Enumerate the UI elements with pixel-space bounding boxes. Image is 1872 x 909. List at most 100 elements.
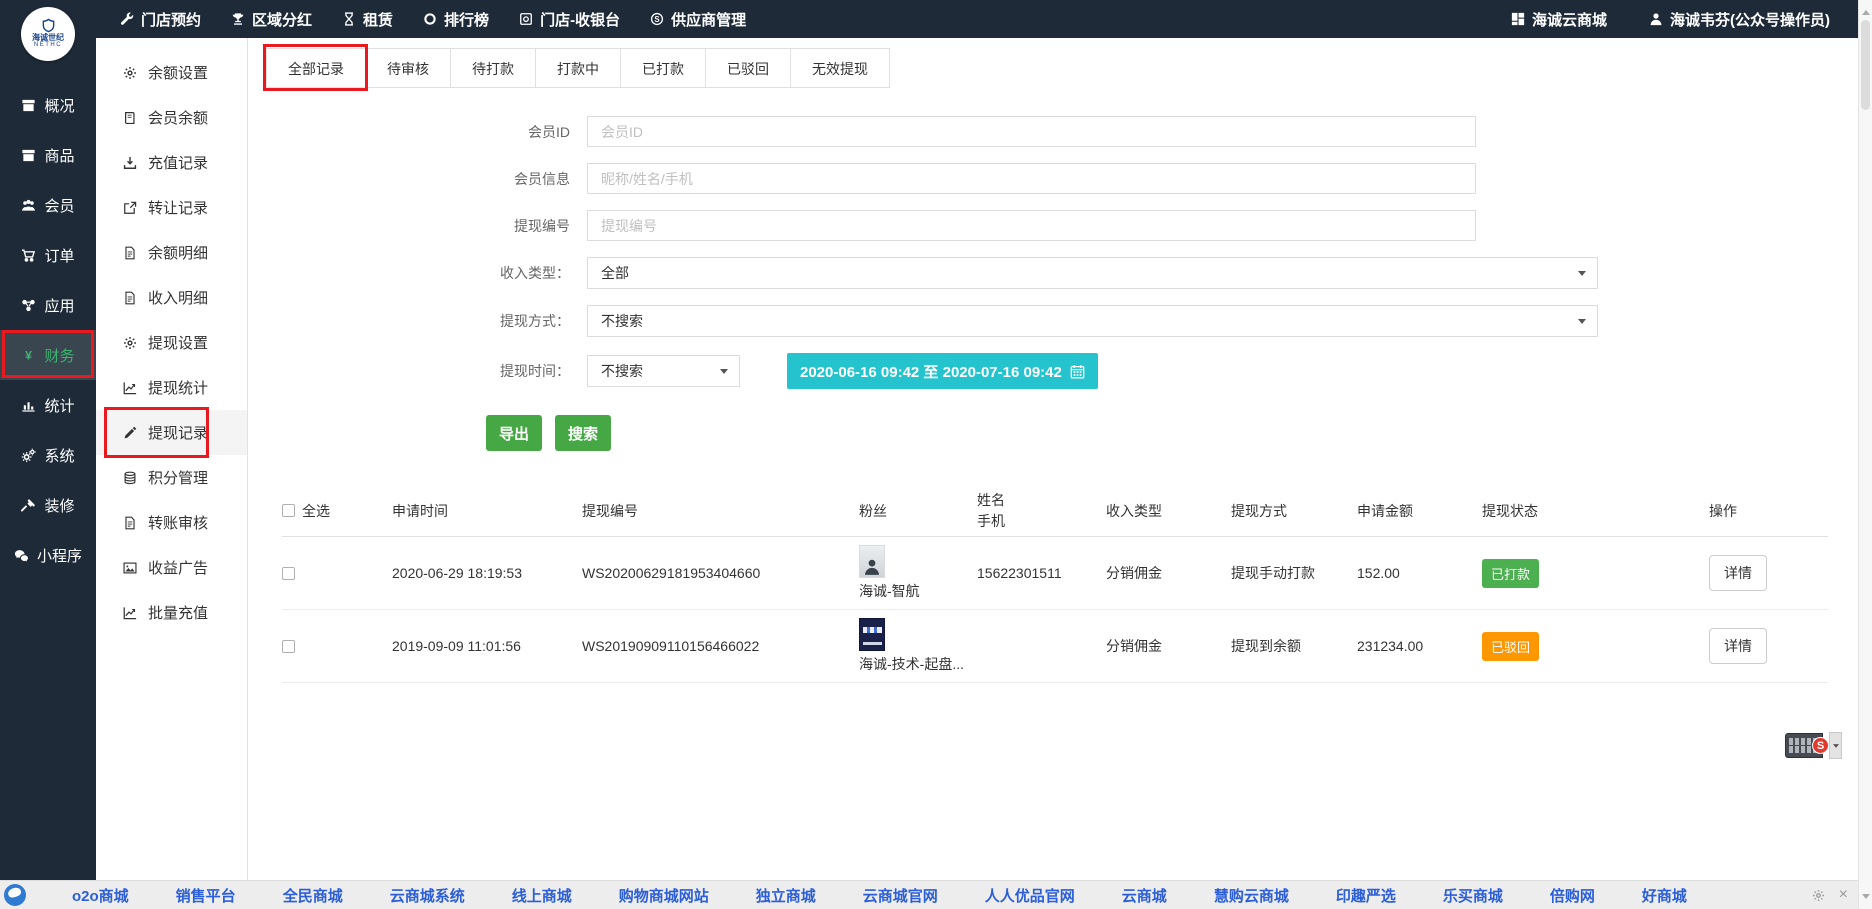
- operator-account[interactable]: 海诚韦芬(公众号操作员): [1649, 9, 1830, 30]
- export-button[interactable]: 导出: [486, 415, 543, 451]
- topnav-item-3[interactable]: 租赁: [342, 9, 393, 30]
- submenu-item-1[interactable]: 余额设置: [96, 50, 247, 95]
- search-button[interactable]: 搜索: [555, 415, 612, 451]
- footer-link-4[interactable]: 云商城系统: [389, 887, 465, 905]
- submenu-item-10[interactable]: 积分管理: [96, 455, 247, 500]
- submenu-item-2[interactable]: 会员余额: [96, 95, 247, 140]
- grid-icon: [1511, 12, 1525, 26]
- detail-button[interactable]: 详情: [1709, 555, 1767, 591]
- topnav-item-label: 排行榜: [444, 11, 490, 29]
- footer-link-11[interactable]: 慧购云商城: [1213, 887, 1289, 905]
- sidebar-item-8[interactable]: 系统: [0, 430, 96, 480]
- select-all-checkbox[interactable]: [282, 504, 295, 517]
- topnav-item-1[interactable]: 门店预约: [120, 9, 201, 30]
- pencil-icon: [123, 426, 137, 440]
- footer-link-1[interactable]: o2o商城: [72, 887, 129, 905]
- topbar-right: 海诚云商城 海诚韦芬(公众号操作员): [1511, 9, 1830, 30]
- sidebar-item-7[interactable]: 统计: [0, 380, 96, 430]
- withdraw-time-select[interactable]: 不搜索: [587, 355, 740, 387]
- tab-2[interactable]: 待审核: [365, 48, 451, 88]
- submenu-item-9[interactable]: 提现记录: [96, 407, 247, 458]
- finance-submenu: 余额设置会员余额充值记录 转让记录 余额明细 收入明细 提现设置 提现统计 提现记录 积分管理…: [96, 38, 248, 880]
- topnav-item-4[interactable]: 排行榜: [423, 9, 489, 30]
- income-type-select[interactable]: 全部: [587, 257, 1598, 289]
- submenu-item-8[interactable]: 提现统计: [96, 365, 247, 410]
- scroll-up-arrow-icon[interactable]: [1862, 6, 1870, 15]
- topnav-item-6[interactable]: S 供应商管理: [650, 9, 746, 30]
- date-range-button[interactable]: 2020-06-16 09:42 至 2020-07-16 09:42: [787, 353, 1098, 389]
- submenu-item-4[interactable]: 转让记录: [96, 185, 247, 230]
- submenu-item-12[interactable]: 收益广告: [96, 545, 247, 590]
- submenu-item-13[interactable]: 批量充值: [96, 590, 247, 635]
- footer-link-5[interactable]: 线上商城: [511, 887, 572, 905]
- scrollbar-thumb[interactable]: [1861, 20, 1870, 110]
- sidebar-item-3[interactable]: 会员: [0, 180, 96, 230]
- tab-7[interactable]: 无效提现: [790, 48, 890, 88]
- topnav-item-2[interactable]: 区域分红: [231, 9, 312, 30]
- fan-cell: 海诚-技术-起盘...: [859, 610, 977, 682]
- vertical-scrollbar[interactable]: [1858, 0, 1872, 909]
- gear-icon[interactable]: [1812, 889, 1825, 902]
- tab-label: 打款中: [557, 61, 599, 77]
- member-id-input[interactable]: [587, 116, 1476, 147]
- filter-row: 提现时间： 不搜索 2020-06-16 09:42 至 2020-07-16 …: [249, 353, 1858, 389]
- member-info-input[interactable]: [587, 163, 1476, 194]
- detail-button[interactable]: 详情: [1709, 628, 1767, 664]
- sidebar-item-2[interactable]: 商品: [0, 130, 96, 180]
- fan-name: 海诚-智航: [859, 583, 920, 599]
- footer-link-10[interactable]: 云商城: [1121, 887, 1167, 905]
- sidebar-item-9[interactable]: 装修: [0, 480, 96, 530]
- sidebar-item-1[interactable]: 概况: [0, 80, 96, 130]
- yen-icon: ¥: [21, 348, 36, 363]
- download-icon: [123, 156, 137, 170]
- withdraw-method-select[interactable]: 不搜索: [587, 305, 1598, 337]
- file-icon: [123, 516, 137, 530]
- withdraw-no-input[interactable]: [587, 210, 1476, 241]
- tab-4[interactable]: 打款中: [535, 48, 621, 88]
- footer-link-8[interactable]: 云商城官网: [862, 887, 938, 905]
- row-checkbox[interactable]: [282, 566, 295, 580]
- phone-cell: 15622301511: [977, 565, 1062, 581]
- input-method-widget[interactable]: S: [1785, 732, 1842, 759]
- tab-1[interactable]: 全部记录: [263, 44, 368, 91]
- record-tabs: 全部记录 待审核 待打款 打款中 已打款 已驳回 无效提现: [263, 44, 1858, 91]
- sidebar-item-5[interactable]: 应用: [0, 280, 96, 330]
- scroll-down-arrow-icon[interactable]: [1862, 894, 1870, 903]
- submenu-item-label: 会员余额: [148, 110, 209, 127]
- apply-time-cell: 2020-06-29 18:19:53: [392, 565, 522, 581]
- footer-link-2[interactable]: 销售平台: [175, 887, 236, 905]
- sidebar-item-label: 订单: [44, 247, 75, 265]
- sidebar-item-4[interactable]: 订单: [0, 230, 96, 280]
- tab-6[interactable]: 已驳回: [705, 48, 791, 88]
- shop-switcher-label: 海诚云商城: [1531, 11, 1607, 29]
- footer-link-6[interactable]: 购物商城网站: [618, 887, 709, 905]
- sidebar-item-6[interactable]: ¥ 财务: [0, 330, 96, 380]
- shop-switcher[interactable]: 海诚云商城: [1511, 9, 1607, 30]
- submenu-item-label: 余额设置: [148, 65, 209, 82]
- hammer-icon: [21, 498, 36, 513]
- ime-menu-handle[interactable]: [1829, 732, 1842, 759]
- tab-5[interactable]: 已打款: [620, 48, 706, 88]
- submenu-item-3[interactable]: 充值记录: [96, 140, 247, 185]
- avatar: [859, 545, 885, 578]
- footer-link-7[interactable]: 独立商城: [755, 887, 816, 905]
- submenu-item-6[interactable]: 收入明细: [96, 275, 247, 320]
- date-range-label: 2020-06-16 09:42 至 2020-07-16 09:42: [800, 363, 1062, 381]
- footer-link-9[interactable]: 人人优品官网: [984, 887, 1075, 905]
- wrench-icon: [120, 12, 134, 26]
- tab-3[interactable]: 待打款: [450, 48, 536, 88]
- row-checkbox[interactable]: [282, 639, 295, 653]
- footer-link-15[interactable]: 好商城: [1641, 887, 1687, 905]
- submenu-item-5[interactable]: 余额明细: [96, 230, 247, 275]
- footer-link-14[interactable]: 倍购网: [1549, 887, 1595, 905]
- withdraw-no-cell: WS20200629181953404660: [582, 565, 761, 581]
- withdraw-no-cell: WS20190909110156466022: [582, 638, 760, 654]
- footer-link-12[interactable]: 印趣严选: [1335, 887, 1396, 905]
- submenu-item-11[interactable]: 转账审核: [96, 500, 247, 545]
- submenu-item-7[interactable]: 提现设置: [96, 320, 247, 365]
- footer-link-13[interactable]: 乐买商城: [1442, 887, 1503, 905]
- close-icon[interactable]: ×: [1838, 886, 1848, 903]
- topnav-item-5[interactable]: 门店-收银台: [519, 9, 620, 30]
- footer-link-3[interactable]: 全民商城: [282, 887, 343, 905]
- sidebar-item-10[interactable]: 小程序: [0, 530, 96, 580]
